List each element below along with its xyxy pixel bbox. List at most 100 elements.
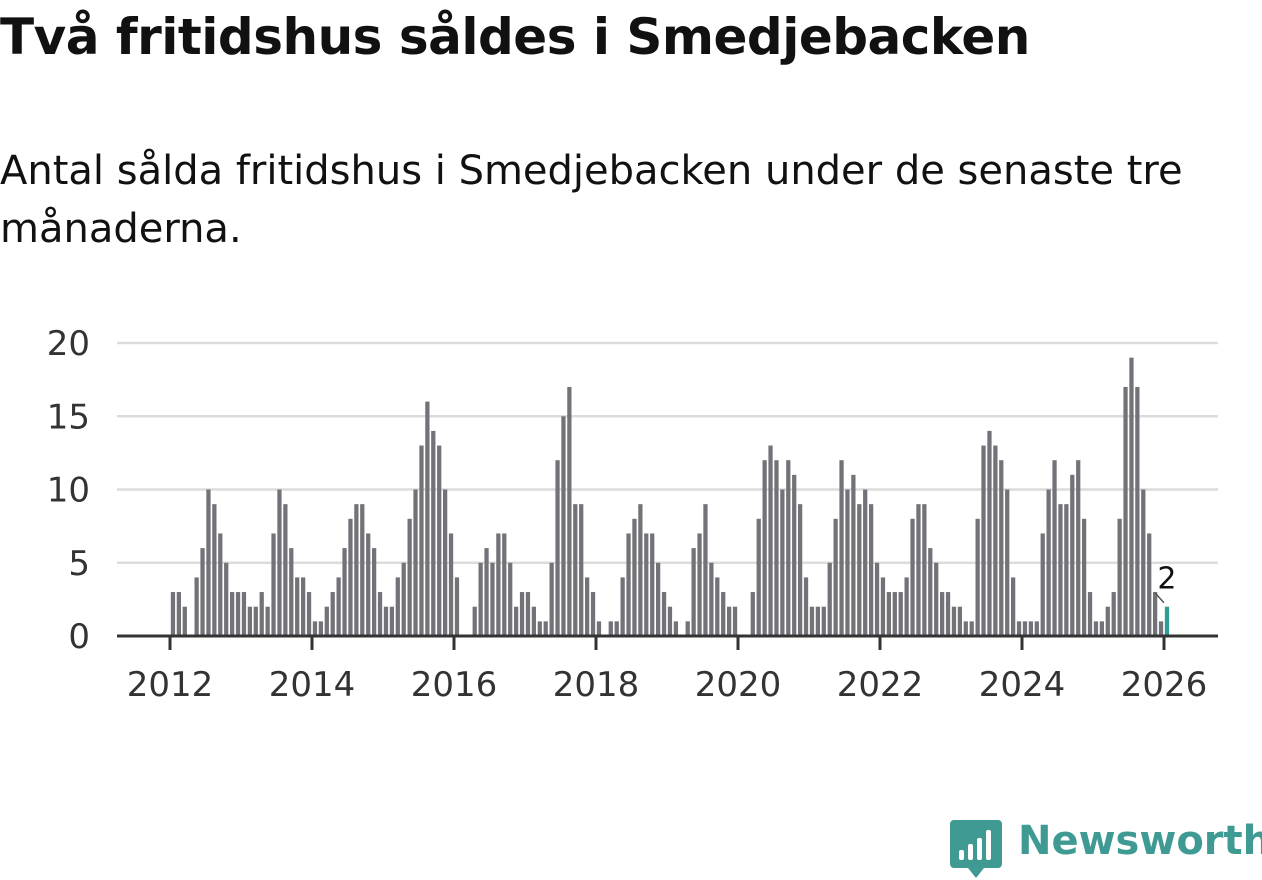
bar-54 [490,562,495,636]
bar-109 [815,606,821,636]
bar-144 [1022,621,1028,636]
bar-121 [886,592,892,636]
bar-74 [608,621,613,636]
bar-102 [774,460,779,636]
bar-165 [1147,533,1152,636]
bar-115 [851,474,856,636]
bar-chart-badge-icon [950,820,1002,878]
bar-129 [934,562,939,636]
bar-67 [567,386,572,636]
bar-26 [324,606,329,636]
bar-29 [342,548,347,636]
bar-81 [650,533,655,636]
bar-145 [1028,621,1033,636]
bar-37 [389,606,395,636]
bar-18 [277,489,282,636]
bar-79 [638,504,643,636]
bar-40 [407,518,412,636]
bar-23 [306,592,312,636]
annotation-label: 2 [1157,562,1176,597]
bar-59 [519,592,525,636]
brand-name: Newsworthy [1018,818,1262,864]
bar-63 [543,621,548,636]
bar-127 [922,504,927,636]
bar-113 [839,460,844,636]
bar-88 [691,548,696,636]
bar-147 [1040,533,1045,636]
bar-71 [590,592,596,636]
bar-116 [857,504,862,636]
bar-152 [1070,474,1075,636]
bar-31 [354,504,359,636]
bar-124 [904,577,909,636]
bar-98 [750,592,755,636]
bar-155 [1087,592,1093,636]
bar-56 [502,533,507,636]
bar-60 [525,592,531,636]
bar-163 [1135,386,1140,636]
bar-53 [484,548,489,636]
chart-subtitle: Antal sålda fritidshus i Smedjebacken un… [0,148,1183,252]
bar-140 [999,460,1004,636]
bar-32 [360,504,365,636]
x-tick-label-2016: 2016 [411,665,498,705]
bar-30 [348,518,353,636]
bar-14 [253,606,258,636]
bar-141 [1005,489,1010,636]
bar-107 [803,577,809,636]
bar-39 [401,562,406,636]
bar-21 [295,577,300,636]
bar-123 [898,592,903,636]
bar-82 [656,562,661,636]
bar-126 [916,504,921,636]
bar-27 [330,592,335,636]
bar-164 [1141,489,1146,636]
bar-36 [383,606,389,636]
bar-52 [478,562,483,636]
bar-162 [1129,357,1134,636]
bar-90 [703,504,708,636]
bar-46 [443,489,448,636]
bar-10 [230,592,235,636]
bar-89 [697,533,702,636]
bar-87 [685,621,690,636]
bar-64 [549,562,554,636]
bar-1 [176,592,182,636]
tick-labels: 0 5 10 15 20 2012 2014 2016 2018 2020 2022 2024 2026 [47,324,1208,705]
bar-75 [614,621,619,636]
bar-92 [715,577,720,636]
bar-94 [727,606,732,636]
x-tick-label-2024: 2024 [979,665,1066,705]
bar-8 [218,533,223,636]
bar-119 [874,562,880,636]
bar-135 [969,621,974,636]
bar-5 [200,548,205,636]
bar-80 [644,533,649,636]
bar-83 [661,592,667,636]
bar-4 [194,577,199,636]
bar-156 [1093,621,1099,636]
bar-47 [448,533,454,636]
bar-133 [957,606,963,636]
bar-157 [1099,621,1104,636]
grid-lines [117,341,1218,564]
bar-2 [182,606,187,636]
bar-99 [756,518,761,636]
bar-45 [437,445,442,636]
bar-150 [1058,504,1063,636]
bar-103 [780,489,785,636]
bar-58 [514,606,519,636]
bar-15 [259,592,264,636]
bar-160 [1117,518,1122,636]
bar-68 [573,504,578,636]
bar-158 [1105,606,1110,636]
bar-12 [241,592,247,636]
bar-11 [235,592,241,636]
x-tick-label-2012: 2012 [127,665,214,705]
bar-104 [786,460,791,636]
bar-137 [981,445,986,636]
bar-6 [206,489,211,636]
bar-130 [940,592,945,636]
bar-48 [454,577,460,636]
bar-44 [431,430,436,636]
